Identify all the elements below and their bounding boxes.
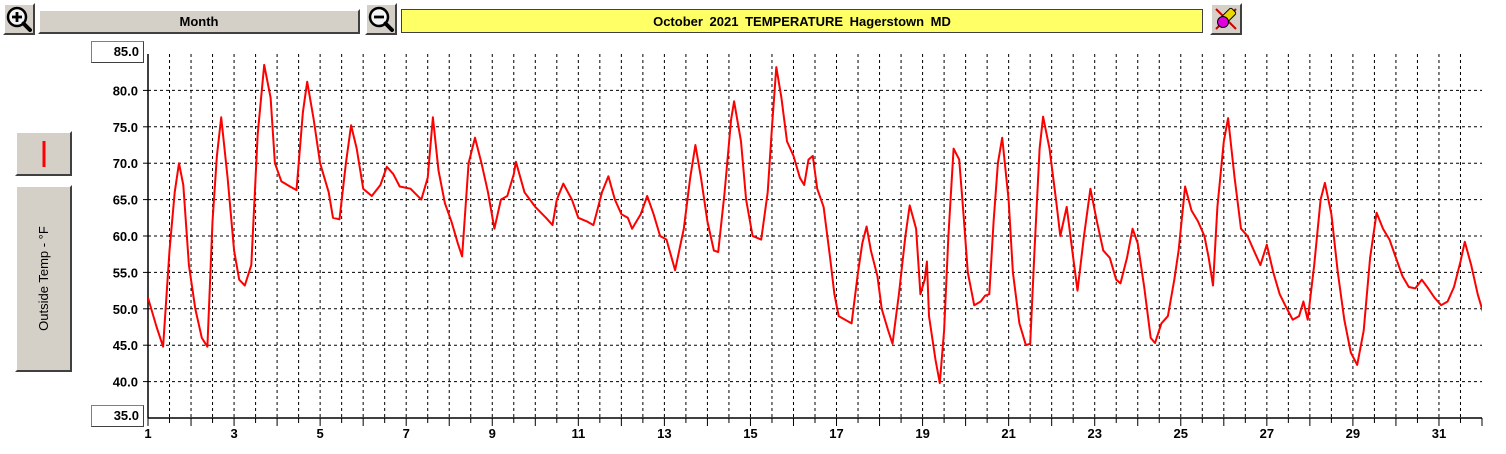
y-min-value: 35.0 xyxy=(113,408,139,423)
series-line-0 xyxy=(148,63,1482,385)
eraser-icon xyxy=(1215,7,1237,30)
chart-title: October 2021 TEMPERATURE Hagerstown MD xyxy=(653,13,951,29)
x-tick-label: 7 xyxy=(403,426,410,441)
series-label-button[interactable]: Outside Temp - °F xyxy=(15,185,72,372)
x-tick-label: 29 xyxy=(1346,426,1360,441)
x-tick-label: 17 xyxy=(829,426,843,441)
x-tick-label: 9 xyxy=(489,426,496,441)
period-button[interactable]: Month xyxy=(38,9,360,34)
y-tick-label: 55.0 xyxy=(113,265,138,280)
y-tick-label: 75.0 xyxy=(113,120,138,135)
series-layer xyxy=(148,63,1482,385)
eraser-button[interactable] xyxy=(1210,3,1242,35)
y-tick-label: 45.0 xyxy=(113,338,138,353)
y-min-box[interactable]: 35.0 xyxy=(91,405,144,427)
x-tick-label: 31 xyxy=(1432,426,1446,441)
zoom-in-button[interactable] xyxy=(3,3,35,35)
y-max-value: 85.0 xyxy=(113,44,139,59)
series-color-button[interactable] xyxy=(15,131,72,176)
chart-title-bar: October 2021 TEMPERATURE Hagerstown MD xyxy=(401,9,1203,33)
y-tick-label: 70.0 xyxy=(113,156,138,171)
y-max-box[interactable]: 85.0 xyxy=(91,41,144,63)
x-tick-label: 11 xyxy=(571,426,585,441)
magnifier-minus-icon xyxy=(368,6,394,32)
series-color-swatch xyxy=(42,141,46,167)
y-tick-label: 60.0 xyxy=(113,229,138,244)
period-label: Month xyxy=(179,14,219,29)
y-tick-label: 80.0 xyxy=(113,83,138,98)
plot-frame xyxy=(147,54,1482,419)
magnifier-plus-icon xyxy=(6,6,32,32)
x-tick-label: 21 xyxy=(1001,426,1015,441)
x-tick-label: 25 xyxy=(1174,426,1188,441)
y-axis-ticks: 80.0 75.0 70.0 65.0 60.0 55.0 50.0 45.0 40.0 xyxy=(113,83,148,390)
x-axis-ticks: 1 3 5 7 9 11 13 15 17 19 21 23 25 27 29 31 xyxy=(144,418,1483,441)
x-tick-label: 3 xyxy=(230,426,237,441)
x-tick-label: 1 xyxy=(144,426,151,441)
x-tick-label: 23 xyxy=(1087,426,1101,441)
y-tick-label: 65.0 xyxy=(113,193,138,208)
x-tick-label: 13 xyxy=(657,426,671,441)
x-tick-label: 5 xyxy=(317,426,324,441)
y-tick-label: 50.0 xyxy=(113,302,138,317)
x-tick-label: 19 xyxy=(915,426,929,441)
y-tick-label: 40.0 xyxy=(113,375,138,390)
zoom-out-button[interactable] xyxy=(365,3,397,35)
x-tick-label: 27 xyxy=(1260,426,1274,441)
grid xyxy=(148,54,1482,418)
x-tick-label: 15 xyxy=(743,426,757,441)
